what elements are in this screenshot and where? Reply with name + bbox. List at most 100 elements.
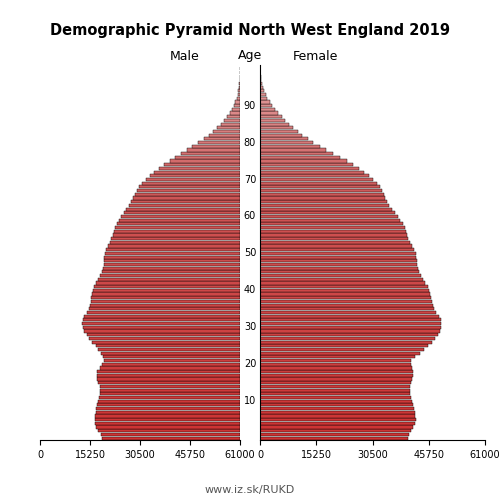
Bar bbox=[236, 96, 240, 100]
Bar bbox=[260, 385, 410, 388]
Bar bbox=[260, 192, 384, 196]
Bar bbox=[260, 356, 415, 358]
Bar bbox=[260, 266, 418, 270]
Bar bbox=[260, 289, 429, 292]
Bar bbox=[94, 285, 240, 288]
Bar bbox=[119, 218, 240, 222]
Bar bbox=[260, 144, 320, 148]
Bar bbox=[103, 266, 240, 270]
Bar bbox=[91, 300, 240, 303]
Bar bbox=[230, 112, 240, 114]
Text: 80: 80 bbox=[244, 138, 256, 147]
Bar bbox=[260, 241, 410, 244]
Bar bbox=[260, 429, 411, 432]
Bar bbox=[260, 418, 416, 421]
Bar bbox=[260, 234, 407, 236]
Text: 10: 10 bbox=[244, 396, 256, 406]
Bar bbox=[260, 285, 428, 288]
Bar bbox=[129, 204, 240, 207]
Bar bbox=[260, 141, 314, 144]
Bar bbox=[104, 259, 240, 262]
Bar bbox=[260, 244, 412, 248]
Bar bbox=[182, 152, 240, 155]
Bar bbox=[260, 366, 412, 370]
Bar bbox=[260, 378, 412, 380]
Bar bbox=[96, 374, 240, 377]
Bar bbox=[260, 359, 411, 362]
Bar bbox=[260, 86, 263, 88]
Bar bbox=[92, 296, 240, 300]
Bar bbox=[142, 182, 240, 185]
Bar bbox=[217, 126, 240, 130]
Bar bbox=[260, 414, 416, 418]
Bar bbox=[102, 436, 240, 440]
Bar bbox=[209, 134, 240, 137]
Bar bbox=[84, 330, 240, 332]
Bar bbox=[260, 410, 414, 414]
Bar bbox=[260, 148, 326, 152]
Bar bbox=[260, 333, 438, 336]
Bar bbox=[122, 215, 240, 218]
Bar bbox=[260, 433, 409, 436]
Bar bbox=[104, 256, 240, 258]
Bar bbox=[260, 222, 402, 226]
Bar bbox=[112, 237, 240, 240]
Bar bbox=[150, 174, 240, 178]
Bar bbox=[260, 130, 298, 133]
Bar bbox=[260, 208, 392, 210]
Bar bbox=[260, 104, 272, 107]
Bar bbox=[260, 263, 417, 266]
Text: 40: 40 bbox=[244, 286, 256, 296]
Bar bbox=[96, 410, 240, 414]
Bar bbox=[260, 314, 439, 318]
Bar bbox=[103, 356, 240, 358]
Bar bbox=[232, 108, 240, 111]
Bar bbox=[260, 226, 404, 229]
Bar bbox=[98, 348, 240, 351]
Bar bbox=[260, 330, 440, 332]
Bar bbox=[260, 292, 430, 296]
Bar bbox=[126, 208, 240, 210]
Bar bbox=[260, 337, 435, 340]
Bar bbox=[96, 282, 240, 284]
Bar bbox=[260, 204, 390, 207]
Bar bbox=[104, 359, 240, 362]
Bar bbox=[100, 388, 240, 392]
Bar bbox=[260, 156, 340, 159]
Bar bbox=[260, 256, 416, 258]
Bar bbox=[82, 326, 240, 329]
Bar bbox=[108, 244, 240, 248]
Bar bbox=[260, 90, 264, 92]
Bar bbox=[98, 400, 240, 403]
Bar bbox=[260, 78, 261, 82]
Bar bbox=[187, 148, 240, 152]
Bar bbox=[260, 82, 262, 85]
Bar bbox=[136, 189, 240, 192]
Bar bbox=[213, 130, 240, 133]
Bar bbox=[260, 362, 411, 366]
Bar bbox=[135, 192, 240, 196]
Bar bbox=[260, 311, 436, 314]
Bar bbox=[260, 352, 420, 354]
Bar bbox=[260, 163, 353, 166]
Bar bbox=[224, 119, 240, 122]
Bar bbox=[96, 344, 240, 348]
Text: 60: 60 bbox=[244, 212, 256, 222]
Bar bbox=[170, 160, 240, 162]
Bar bbox=[238, 90, 240, 92]
Bar bbox=[260, 182, 378, 185]
Bar bbox=[260, 374, 413, 377]
Bar bbox=[100, 274, 240, 277]
Bar bbox=[260, 422, 415, 425]
Bar bbox=[260, 318, 440, 322]
Bar bbox=[192, 144, 240, 148]
Bar bbox=[86, 311, 240, 314]
Bar bbox=[260, 215, 398, 218]
Text: www.iz.sk/RUKD: www.iz.sk/RUKD bbox=[205, 485, 295, 495]
Bar bbox=[260, 392, 410, 396]
Bar bbox=[260, 211, 395, 214]
Bar bbox=[260, 274, 421, 277]
Text: 90: 90 bbox=[244, 100, 256, 110]
Bar bbox=[96, 422, 240, 425]
Bar bbox=[260, 270, 419, 274]
